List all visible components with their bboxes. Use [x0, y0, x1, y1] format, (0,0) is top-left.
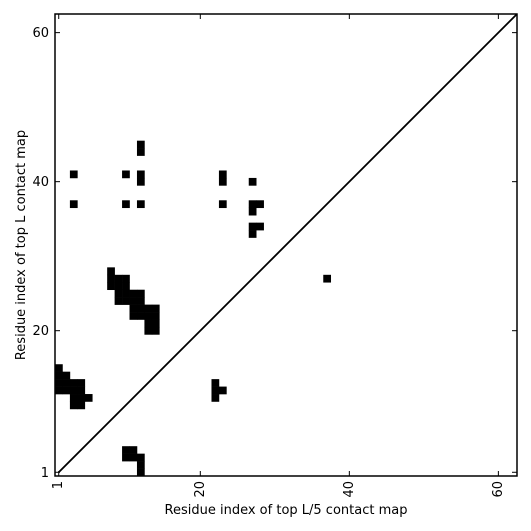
y-tick-label: 40	[32, 175, 49, 190]
contact-cell	[248, 200, 257, 209]
contact-cell	[62, 371, 71, 380]
contact-cell	[122, 274, 130, 283]
contact-cell	[136, 304, 145, 313]
contact-cell	[211, 386, 220, 395]
contact-cell	[218, 200, 227, 209]
y-tick-label: 1	[41, 466, 49, 481]
contact-cell	[122, 446, 130, 454]
contact-cell	[218, 177, 227, 186]
contact-cell	[136, 453, 145, 462]
contact-cell	[114, 282, 123, 291]
contact-cell	[77, 379, 86, 387]
contact-cell	[144, 319, 153, 328]
contact-cell	[69, 394, 78, 402]
contact-cell	[62, 386, 71, 395]
contact-cell	[77, 401, 86, 410]
y-axis-title: Residue index of top L contact map	[14, 130, 29, 360]
contact-cell	[136, 200, 145, 209]
contact-cell	[144, 312, 153, 320]
contact-cell	[129, 297, 138, 305]
contact-cell	[129, 289, 138, 298]
contact-cell	[107, 282, 115, 291]
contact-cell	[84, 394, 93, 402]
diagonal-line	[58, 13, 518, 473]
contact-cell	[122, 200, 130, 209]
contact-cell	[151, 304, 160, 313]
contact-cell	[122, 453, 130, 462]
contact-cell	[218, 170, 227, 179]
contact-cell	[248, 222, 257, 231]
contact-cell	[136, 177, 145, 186]
contact-cell	[136, 148, 145, 156]
contact-cell	[69, 386, 78, 395]
contact-cell	[122, 297, 130, 305]
contact-cell	[77, 386, 86, 395]
contact-cell	[114, 274, 123, 283]
x-tick-label: 60	[491, 481, 506, 498]
contact-cell	[136, 170, 145, 179]
contact-cell	[129, 312, 138, 320]
contact-cell	[69, 379, 78, 387]
contact-cell	[129, 304, 138, 313]
contact-cell	[114, 289, 123, 298]
contact-cell	[136, 468, 145, 477]
contact-cell	[256, 200, 264, 209]
contact-cell	[69, 170, 78, 179]
contact-cell	[151, 312, 160, 320]
contact-cells	[55, 140, 332, 477]
contact-cell	[218, 386, 227, 395]
contact-cell	[144, 304, 153, 313]
contact-cell	[55, 371, 63, 380]
contact-cell	[323, 274, 332, 283]
contact-cell	[248, 177, 257, 186]
contact-cell	[122, 289, 130, 298]
contact-cell	[136, 297, 145, 305]
contact-cell	[151, 326, 160, 335]
contact-cell	[55, 379, 63, 387]
contact-cell	[55, 386, 63, 395]
contact-cell	[211, 379, 220, 387]
contact-cell	[62, 379, 71, 387]
x-tick-label: 1	[51, 481, 66, 489]
contact-cell	[69, 200, 78, 209]
x-tick-label: 20	[193, 481, 208, 498]
contact-cell	[211, 394, 220, 402]
contact-cell	[129, 446, 138, 454]
contact-cell	[144, 326, 153, 335]
contact-cell	[77, 394, 86, 402]
plot-frame	[54, 13, 518, 477]
contact-cell	[136, 140, 145, 149]
contact-cell	[122, 170, 130, 179]
contact-cell	[55, 364, 63, 372]
contact-cell	[107, 267, 115, 276]
contact-cell	[107, 274, 115, 283]
axis-ticks: 1 20 40 60 1 20 40 60	[32, 14, 517, 498]
contact-cell	[256, 222, 264, 231]
y-tick-label: 60	[32, 26, 49, 41]
x-tick-label: 40	[342, 481, 357, 498]
contact-cell	[69, 401, 78, 410]
contact-cell	[114, 297, 123, 305]
contact-cell	[151, 319, 160, 328]
contact-cell	[248, 207, 257, 216]
contact-cell	[136, 461, 145, 469]
y-tick-label: 20	[32, 324, 49, 339]
contact-cell	[136, 289, 145, 298]
contact-cell	[136, 312, 145, 320]
contact-cell	[129, 453, 138, 462]
contact-cell	[248, 230, 257, 238]
contact-cell	[122, 282, 130, 291]
x-axis-title: Residue index of top L/5 contact map	[165, 503, 408, 518]
